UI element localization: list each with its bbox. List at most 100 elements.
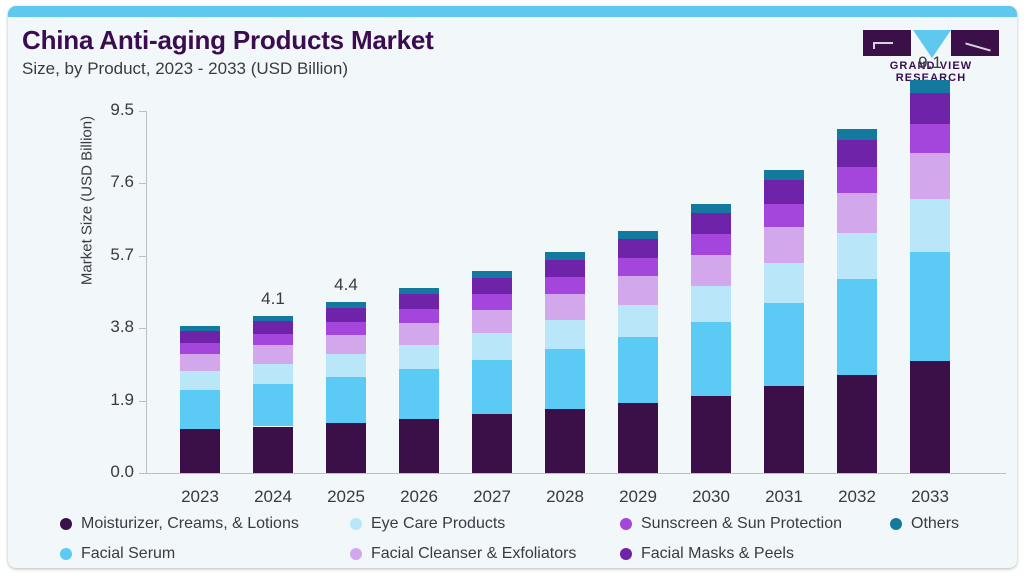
bar-segment[interactable]: [180, 371, 220, 391]
bar-segment[interactable]: [764, 262, 804, 304]
bar-stack-2032[interactable]: [837, 128, 877, 473]
bar-segment[interactable]: [837, 167, 877, 193]
bar-segment[interactable]: [326, 302, 366, 308]
bar-segment[interactable]: [545, 277, 585, 294]
bar-segment[interactable]: [691, 213, 731, 235]
y-axis-tick-label: 5.7: [110, 244, 134, 264]
bar-segment[interactable]: [837, 233, 877, 280]
bar-segment[interactable]: [910, 123, 950, 154]
bar-segment[interactable]: [253, 345, 293, 364]
legend-item[interactable]: Facial Cleanser & Exfoliators: [350, 546, 576, 562]
bar-segment[interactable]: [472, 294, 512, 310]
bar-segment[interactable]: [545, 408, 585, 473]
legend-item[interactable]: Moisturizer, Creams, & Lotions: [60, 516, 299, 532]
bar-segment[interactable]: [326, 307, 366, 322]
bar-segment[interactable]: [691, 204, 731, 214]
bar-segment[interactable]: [472, 309, 512, 334]
bar-stack-2031[interactable]: [764, 170, 804, 473]
bar-segment[interactable]: [180, 429, 220, 473]
bar-segment[interactable]: [399, 287, 439, 294]
bar-stack-2029[interactable]: [618, 230, 658, 473]
bar-segment[interactable]: [472, 271, 512, 279]
bar-segment[interactable]: [910, 92, 950, 124]
bar-segment[interactable]: [472, 414, 512, 473]
bar-segment[interactable]: [618, 238, 658, 258]
bar-segment[interactable]: [253, 426, 293, 473]
legend-item[interactable]: Sunscreen & Sun Protection: [620, 516, 842, 532]
bar-segment[interactable]: [764, 170, 804, 181]
bar-segment[interactable]: [764, 386, 804, 473]
bar-segment[interactable]: [180, 354, 220, 372]
bar-stack-2023[interactable]: [180, 326, 220, 473]
bar-segment[interactable]: [399, 293, 439, 309]
bar-segment[interactable]: [253, 363, 293, 385]
bar-stack-2028[interactable]: [545, 252, 585, 473]
legend-item[interactable]: Facial Masks & Peels: [620, 546, 794, 562]
bar-segment[interactable]: [910, 251, 950, 361]
bar-segment[interactable]: [399, 322, 439, 345]
bar-segment[interactable]: [180, 331, 220, 344]
bar-segment[interactable]: [180, 326, 220, 332]
bar-segment[interactable]: [764, 303, 804, 387]
bar-segment[interactable]: [253, 315, 293, 321]
bar-segment[interactable]: [399, 344, 439, 369]
bar-segment[interactable]: [618, 275, 658, 305]
bar-segment[interactable]: [691, 322, 731, 396]
x-axis-tick-label: 2023: [181, 487, 219, 506]
bar-segment[interactable]: [618, 402, 658, 473]
bar-segment[interactable]: [910, 153, 950, 200]
bar-segment[interactable]: [399, 308, 439, 323]
bar-segment[interactable]: [910, 79, 950, 93]
x-axis-tick-label: 2032: [838, 487, 876, 506]
bar-segment[interactable]: [180, 343, 220, 355]
bar-segment[interactable]: [910, 199, 950, 252]
bar-segment[interactable]: [472, 278, 512, 295]
bar-segment[interactable]: [618, 257, 658, 276]
bar-segment[interactable]: [326, 376, 366, 423]
legend-item[interactable]: Facial Serum: [60, 546, 175, 562]
bar-segment[interactable]: [618, 336, 658, 403]
bar-segment[interactable]: [691, 286, 731, 323]
bar-segment[interactable]: [545, 252, 585, 260]
bar-stack-2030[interactable]: [691, 204, 731, 473]
bar-stack-2024[interactable]: [253, 315, 293, 473]
bar-segment[interactable]: [253, 333, 293, 346]
bar-segment[interactable]: [326, 334, 366, 355]
bar-stack-2027[interactable]: [472, 271, 512, 473]
bar-segment[interactable]: [837, 192, 877, 234]
bar-segment[interactable]: [618, 304, 658, 337]
bar-segment[interactable]: [545, 293, 585, 320]
bar-stack-2026[interactable]: [399, 287, 439, 473]
bar-segment[interactable]: [837, 374, 877, 473]
bar-segment[interactable]: [180, 390, 220, 430]
bar-segment[interactable]: [691, 395, 731, 473]
bar-segment[interactable]: [545, 349, 585, 409]
bar-segment[interactable]: [618, 230, 658, 239]
bar-segment[interactable]: [837, 139, 877, 167]
bar-segment[interactable]: [472, 359, 512, 415]
bar-segment[interactable]: [326, 354, 366, 377]
bar-segment[interactable]: [545, 319, 585, 350]
legend-label: Eye Care Products: [371, 515, 506, 532]
bar-segment[interactable]: [253, 384, 293, 427]
bar-segment[interactable]: [837, 279, 877, 375]
bar-stack-2033[interactable]: [910, 79, 950, 473]
bar-segment[interactable]: [326, 321, 366, 335]
bar-segment[interactable]: [764, 227, 804, 263]
bar-segment[interactable]: [326, 422, 366, 473]
bar-segment[interactable]: [691, 254, 731, 287]
y-axis-tick-mark: [139, 111, 146, 112]
bar-segment[interactable]: [399, 368, 439, 419]
legend-item[interactable]: Eye Care Products: [350, 516, 505, 532]
bar-segment[interactable]: [472, 333, 512, 360]
bar-segment[interactable]: [837, 128, 877, 140]
bar-segment[interactable]: [910, 360, 950, 473]
bar-segment[interactable]: [253, 320, 293, 334]
bar-segment[interactable]: [764, 204, 804, 228]
bar-segment[interactable]: [399, 418, 439, 473]
bar-segment[interactable]: [764, 180, 804, 205]
bar-stack-2025[interactable]: [326, 302, 366, 473]
legend-item[interactable]: Others: [890, 516, 959, 532]
bar-segment[interactable]: [691, 234, 731, 255]
bar-segment[interactable]: [545, 259, 585, 278]
